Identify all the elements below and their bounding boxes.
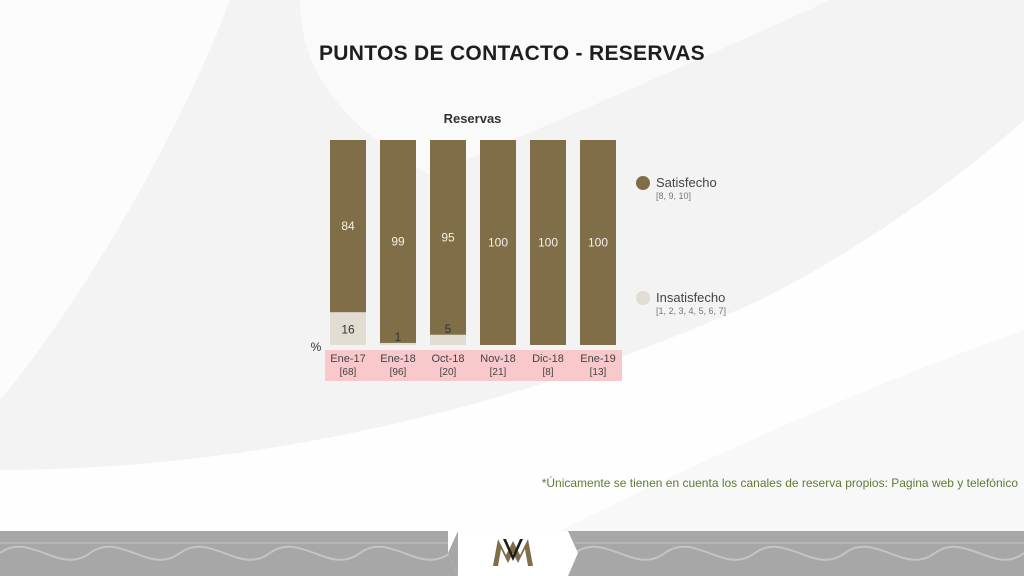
bar-insatisfecho-Ene-17: [330, 312, 366, 345]
data-label-insatisfecho-Ene-18: 1: [395, 330, 402, 344]
legend-swatch-satisfecho: [636, 176, 650, 190]
ornament-pattern: [0, 542, 1024, 561]
data-label-insatisfecho-Ene-17: 16: [341, 323, 355, 337]
x-tick-label-Ene-19: Ene-19: [580, 353, 615, 365]
x-tick-base-Oct-18: [20]: [440, 367, 457, 378]
category-band: [325, 350, 622, 381]
x-tick-label-Oct-18: Oct-18: [431, 353, 464, 365]
x-tick-base-Ene-19: [13]: [590, 367, 607, 378]
data-label-satisfecho-Ene-19: 100: [588, 236, 608, 250]
data-label-satisfecho-Dic-18: 100: [538, 236, 558, 250]
x-tick-base-Ene-17: [68]: [340, 367, 357, 378]
brand-logo: [448, 531, 578, 576]
bar-satisfecho-Dic-18: [530, 140, 566, 345]
x-tick-label-Nov-18: Nov-18: [480, 353, 515, 365]
data-label-satisfecho-Ene-18: 99: [391, 234, 405, 248]
x-tick-base-Nov-18: [21]: [490, 367, 507, 378]
data-label-satisfecho-Ene-17: 84: [341, 219, 355, 233]
x-tick-label-Ene-17: Ene-17: [330, 353, 365, 365]
legend-sub-satisfecho: [8, 9, 10]: [656, 191, 692, 201]
bar-satisfecho-Ene-18: [380, 140, 416, 343]
x-tick-base-Ene-18: [96]: [390, 367, 407, 378]
legend-sub-insatisfecho: [1, 2, 3, 4, 5, 6, 7]: [656, 306, 727, 316]
data-label-insatisfecho-Oct-18: 5: [445, 322, 452, 336]
page-title: PUNTOS DE CONTACTO - RESERVAS: [319, 42, 705, 65]
chart-title: Reservas: [443, 111, 502, 126]
bar-insatisfecho-Ene-18: [380, 342, 416, 345]
bar-insatisfecho-Oct-18: [430, 334, 466, 345]
data-label-satisfecho-Nov-18: 100: [488, 236, 508, 250]
footnote: *Únicamente se tienen en cuenta los cana…: [541, 476, 1018, 490]
legend-label-insatisfecho: Insatisfecho: [656, 290, 726, 305]
bar-satisfecho-Ene-19: [580, 140, 616, 345]
x-tick-label-Dic-18: Dic-18: [532, 353, 564, 365]
x-tick-base-Dic-18: [8]: [542, 367, 553, 378]
bar-satisfecho-Nov-18: [480, 140, 516, 345]
legend-swatch-insatisfecho: [636, 291, 650, 305]
bar-satisfecho-Oct-18: [430, 140, 466, 335]
legend-label-satisfecho: Satisfecho: [656, 175, 717, 190]
bar-satisfecho-Ene-17: [330, 140, 366, 313]
y-axis-label: %: [311, 340, 322, 354]
data-label-satisfecho-Oct-18: 95: [441, 230, 455, 244]
x-tick-label-Ene-18: Ene-18: [380, 353, 415, 365]
